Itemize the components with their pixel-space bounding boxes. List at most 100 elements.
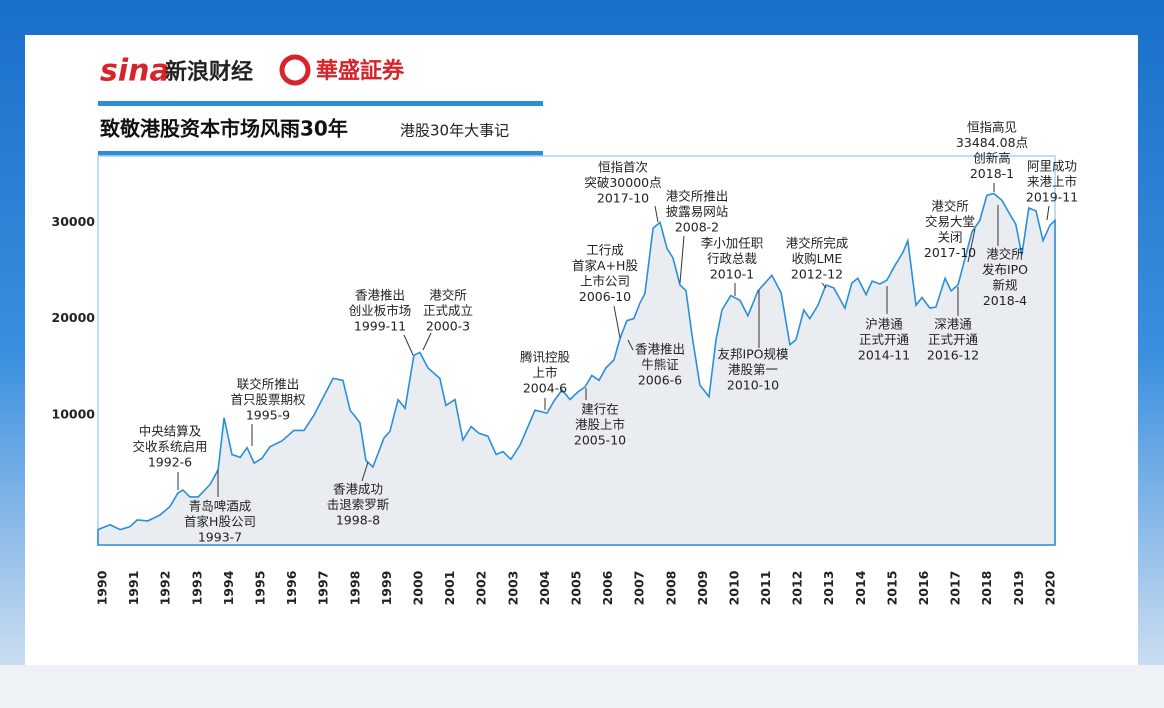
annotation: 正式成立 <box>423 303 473 318</box>
annotation: 香港推出 <box>635 342 685 357</box>
annotation-leader <box>403 334 414 356</box>
annotation: 阿里成功 <box>1027 159 1077 174</box>
annotation: 1995-9 <box>246 408 290 423</box>
annotation-leader <box>967 228 976 263</box>
annotation: 33484.08点 <box>956 135 1028 150</box>
annotation: 2017-10 <box>924 245 976 260</box>
annotation-leader <box>613 305 621 339</box>
annotation: 港交所推出 <box>666 189 729 204</box>
annotation: 港股第一 <box>728 362 778 377</box>
annotation: 2018-4 <box>983 293 1027 308</box>
x-tick-label: 1999 <box>379 571 394 606</box>
annotation: 牛熊证 <box>641 357 679 372</box>
annotation: 2014-11 <box>858 348 910 363</box>
title-bar-bottom <box>98 151 543 156</box>
annotation: 工行成 <box>586 243 624 258</box>
x-tick-label: 2013 <box>821 571 836 606</box>
y-tick-label: 30000 <box>52 214 96 229</box>
annotation: 沪港通 <box>865 317 903 332</box>
chart-subtitle: 港股30年大事记 <box>400 122 509 140</box>
annotation: 恒指高见 <box>967 120 1017 135</box>
annotation: 2010-10 <box>727 378 779 393</box>
annotation: 交易大堂 <box>925 214 975 229</box>
x-tick-label: 1998 <box>347 571 362 606</box>
annotation-leader <box>679 235 685 284</box>
annotation: 2017-10 <box>597 191 649 206</box>
x-tick-label: 1995 <box>253 571 268 606</box>
x-tick-label: 2017 <box>948 571 963 606</box>
footer-strip <box>0 665 1164 708</box>
annotation: 1998-8 <box>336 513 380 528</box>
y-tick-label: 10000 <box>52 407 96 422</box>
annotation: 行政总裁 <box>707 251 757 266</box>
annotation: 2018-1 <box>970 166 1014 181</box>
annotation: 港交所 <box>931 199 969 214</box>
sina-name: 新浪财经 <box>165 59 253 85</box>
y-tick-label: 20000 <box>52 310 96 325</box>
x-tick-label: 1990 <box>95 570 110 605</box>
annotation-leader <box>627 339 634 351</box>
annotation: 香港推出 <box>355 288 405 303</box>
x-tick-label: 2008 <box>663 571 678 606</box>
annotation: 上市公司 <box>580 274 630 289</box>
x-tick-label: 2004 <box>537 570 552 605</box>
x-tick-label: 2012 <box>790 571 805 606</box>
annotation: 李小加任职 <box>701 236 764 251</box>
chart-title: 致敬港股资本市场风雨30年 <box>100 117 348 141</box>
annotation: 2010-1 <box>710 267 754 282</box>
annotation: 正式开通 <box>928 332 979 347</box>
annotation: 上市 <box>532 365 557 380</box>
annotation: 恒指首次 <box>598 160 648 175</box>
annotation: 突破30000点 <box>584 175 661 190</box>
x-tick-label: 1993 <box>189 571 204 606</box>
annotation: 港交所 <box>986 247 1024 262</box>
annotation: 来港上市 <box>1027 174 1077 189</box>
x-tick-label: 2005 <box>568 571 583 606</box>
annotation: 披露易网站 <box>666 204 729 219</box>
annotation: 联交所推出 <box>237 377 300 392</box>
x-tick-label: 2014 <box>853 570 868 605</box>
x-tick-label: 2009 <box>695 571 710 606</box>
annotation: 首家A+H股 <box>572 258 638 273</box>
sina-logo: sina <box>100 54 170 89</box>
annotation: 1999-11 <box>354 319 406 334</box>
x-tick-label: 2001 <box>442 571 457 606</box>
x-tick-label: 2006 <box>600 570 615 605</box>
x-tick-label: 1991 <box>126 571 141 606</box>
x-tick-label: 1997 <box>316 571 331 606</box>
annotation: 发布IPO <box>982 262 1028 277</box>
annotation: 腾讯控股 <box>520 350 571 365</box>
annotation: 2004-6 <box>523 381 567 396</box>
annotation: 创业板市场 <box>349 303 412 318</box>
x-tick-label: 2003 <box>505 571 520 606</box>
annotation: 击退索罗斯 <box>327 497 390 512</box>
x-tick-label: 2010 <box>726 570 741 605</box>
annotation: 1993-7 <box>198 530 242 545</box>
annotation-leader <box>361 461 369 482</box>
x-tick-label: 1992 <box>158 571 173 606</box>
partner-icon <box>279 54 311 86</box>
x-tick-label: 2019 <box>1011 571 1026 606</box>
annotation: 首只股票期权 <box>230 392 306 407</box>
annotation: 2008-2 <box>675 220 719 235</box>
x-tick-label: 2002 <box>474 571 489 606</box>
annotation: 创新高 <box>973 151 1011 166</box>
annotation: 2005-10 <box>574 433 626 448</box>
annotation-leader <box>422 332 432 351</box>
x-tick-label: 1996 <box>284 570 299 605</box>
annotation: 首家H股公司 <box>184 514 256 529</box>
title-bar-top <box>98 101 543 106</box>
annotation: 1992-6 <box>148 455 192 470</box>
partner-logo: 華盛証券 <box>316 58 405 84</box>
x-tick-label: 2015 <box>884 571 899 606</box>
x-tick-label: 2018 <box>979 571 994 606</box>
annotation: 港股上市 <box>575 417 625 432</box>
annotation-leader <box>1046 205 1050 221</box>
x-tick-label: 2000 <box>411 570 426 605</box>
annotation: 2019-11 <box>1026 190 1078 205</box>
x-tick-label: 2007 <box>632 571 647 606</box>
annotation: 2006-10 <box>579 289 631 304</box>
area <box>97 192 1056 546</box>
